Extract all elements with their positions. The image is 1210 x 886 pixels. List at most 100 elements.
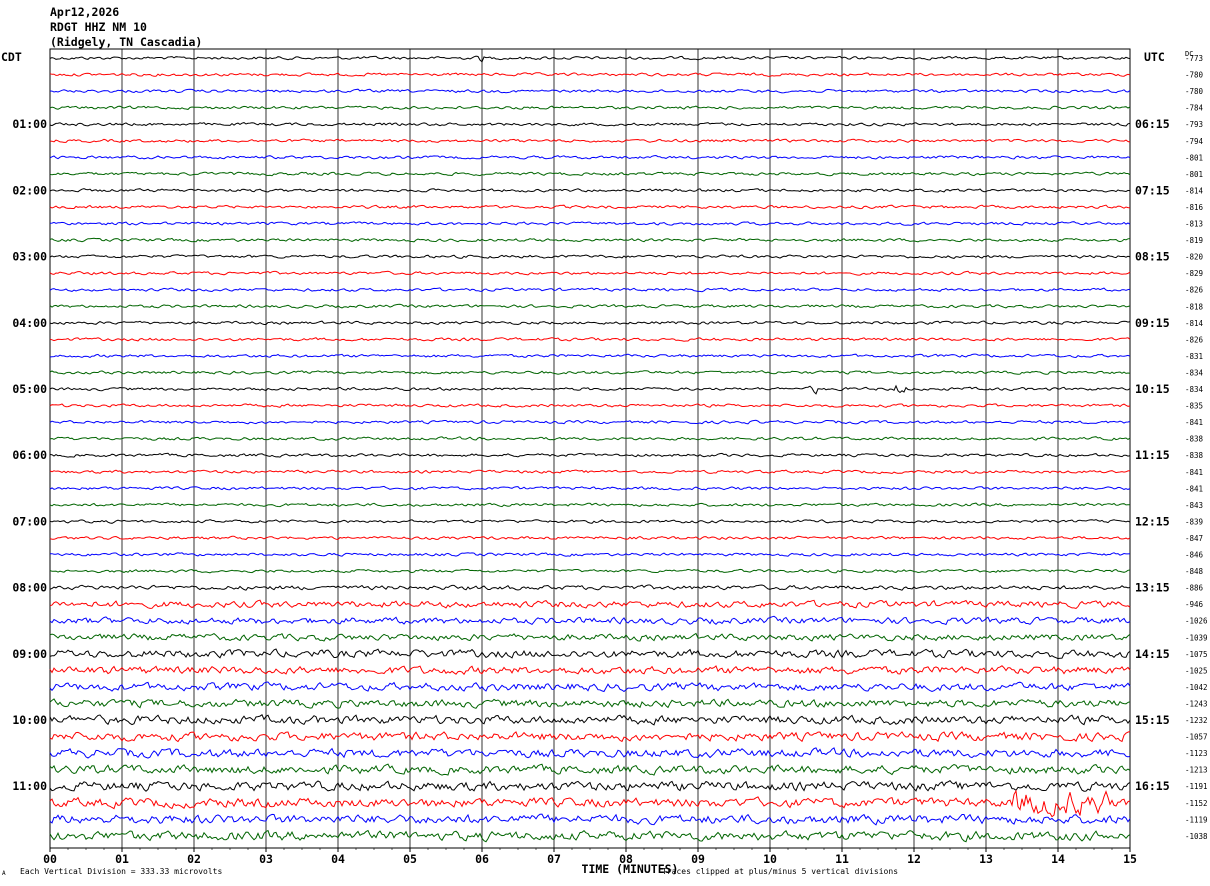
x-tick-label: 13 [979, 852, 993, 866]
seismic-trace [49, 88, 1131, 94]
dc-offset-label: -1026 [1185, 617, 1208, 626]
x-tick-label: 11 [835, 852, 849, 866]
x-tick-label: 15 [1123, 852, 1137, 866]
x-tick-label: 10 [763, 852, 777, 866]
seismic-trace [49, 384, 1131, 395]
left-hour-label: 02:00 [12, 183, 47, 197]
seismic-trace [49, 72, 1131, 77]
dc-offset-label: -826 [1185, 335, 1204, 344]
dc-offset-label: -1191 [1185, 782, 1208, 791]
dc-offset-label: -814 [1185, 319, 1204, 328]
dc-offset-label: -1038 [1185, 832, 1208, 841]
x-tick-label: 00 [43, 852, 57, 866]
seismic-trace [49, 829, 1131, 843]
seismic-trace [49, 237, 1131, 243]
right-hour-label: 06:15 [1135, 117, 1170, 131]
left-hour-label: 04:00 [12, 316, 47, 330]
seismic-trace [49, 763, 1131, 776]
x-tick-label: 08 [619, 852, 633, 866]
seismic-trace [49, 568, 1131, 574]
x-axis-label: TIME (MINUTES) [582, 862, 679, 876]
seismic-trace [49, 171, 1131, 177]
dc-offset-label: -846 [1185, 551, 1204, 560]
right-hour-label: 11:15 [1135, 448, 1170, 462]
dc-offset-label: -1057 [1185, 733, 1208, 742]
dc-offset-label: -1232 [1185, 716, 1208, 725]
dc-offset-label: -780 [1185, 71, 1204, 80]
clipped-note: Traces clipped at plus/minus 5 vertical … [662, 867, 899, 876]
header-location: (Ridgely, TN Cascadia) [50, 35, 203, 49]
seismic-trace [49, 303, 1131, 309]
right-hour-label: 08:15 [1135, 250, 1170, 264]
dc-offset-label: -794 [1185, 137, 1204, 146]
left-hour-label: 03:00 [12, 250, 47, 264]
seismic-trace [49, 287, 1131, 293]
seismic-trace [49, 452, 1131, 458]
left-hour-label: 09:00 [12, 647, 47, 661]
dc-offset-label: -839 [1185, 517, 1203, 526]
dc-offset-label: -831 [1185, 352, 1203, 361]
dc-offset-label: -1025 [1185, 666, 1208, 675]
division-note: Each Vertical Division = 333.33 microvol… [20, 867, 223, 876]
seismic-trace [49, 403, 1131, 408]
x-tick-label: 09 [691, 852, 705, 866]
dc-label: DC [1185, 50, 1194, 58]
right-timezone-label: UTC [1144, 50, 1165, 64]
seismic-trace [49, 188, 1131, 193]
corner-mark: A [2, 870, 6, 877]
seismic-trace [49, 714, 1131, 726]
dc-offset-label: -1213 [1185, 766, 1208, 775]
seismic-trace [49, 138, 1131, 144]
dc-offset-label: -843 [1185, 501, 1203, 510]
seismic-trace [49, 105, 1131, 110]
dc-offset-label: -1119 [1185, 815, 1208, 824]
x-tick-label: 05 [403, 852, 417, 866]
dc-offset-label: -841 [1185, 468, 1203, 477]
seismic-trace [49, 270, 1131, 276]
seismic-trace [49, 485, 1131, 491]
dc-offset-label: -813 [1185, 220, 1203, 229]
seismic-trace [49, 55, 1131, 63]
left-timezone-label: CDT [1, 50, 22, 64]
seismic-trace [49, 665, 1131, 676]
seismic-trace [49, 698, 1131, 709]
dc-offset-label: -1039 [1185, 633, 1208, 642]
seismic-trace [49, 370, 1131, 375]
seismic-trace [49, 469, 1131, 475]
seismic-trace [49, 419, 1131, 425]
right-hour-label: 13:15 [1135, 581, 1170, 595]
dc-offset-label: -801 [1185, 153, 1203, 162]
dc-offset-label: -834 [1185, 368, 1204, 377]
left-hour-label: 07:00 [12, 514, 47, 528]
seismic-trace [49, 204, 1131, 210]
seismic-trace [49, 122, 1131, 127]
dc-offset-label: -784 [1185, 104, 1204, 113]
seismic-trace [49, 731, 1131, 743]
header-date: Apr12,2026 [50, 5, 120, 19]
dc-offset-label: -801 [1185, 170, 1203, 179]
dc-offset-label: -1152 [1185, 799, 1208, 808]
dc-offset-label: -1123 [1185, 749, 1208, 758]
seismic-trace [49, 584, 1131, 591]
x-tick-label: 06 [475, 852, 489, 866]
x-tick-label: 14 [1051, 852, 1065, 866]
seismic-trace [49, 813, 1131, 826]
left-hour-label: 06:00 [12, 448, 47, 462]
x-tick-label: 03 [259, 852, 273, 866]
seismic-trace [49, 789, 1131, 818]
seismic-trace [49, 681, 1131, 693]
seismic-trace [49, 535, 1131, 541]
dc-offset-label: -838 [1185, 451, 1204, 460]
seismic-trace [49, 747, 1131, 759]
left-hour-label: 10:00 [12, 713, 47, 727]
seismic-trace [49, 221, 1131, 226]
dc-offset-label: -780 [1185, 87, 1204, 96]
x-tick-label: 02 [187, 852, 201, 866]
dc-offset-label: -793 [1185, 120, 1203, 129]
seismic-trace [49, 552, 1131, 557]
seismic-trace [49, 519, 1131, 524]
dc-offset-label: -826 [1185, 286, 1204, 295]
dc-offset-label: -848 [1185, 567, 1204, 576]
right-hour-label: 07:15 [1135, 183, 1170, 197]
